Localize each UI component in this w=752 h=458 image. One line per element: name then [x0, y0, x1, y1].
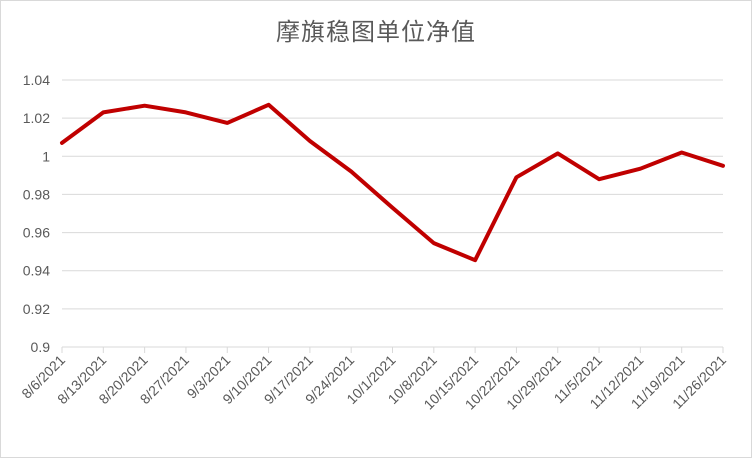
y-tick-label: 0.96	[23, 225, 50, 241]
y-tick-label: 0.92	[23, 301, 50, 317]
y-axis-ticks: 0.9 0.92 0.94 0.96 0.98 1 1.02 1.04	[23, 72, 50, 355]
y-tick-label: 0.98	[23, 186, 50, 202]
gridlines	[62, 79, 723, 310]
y-tick-label: 1.04	[23, 72, 50, 88]
series-line	[60, 102, 725, 263]
y-tick-label: 1.02	[23, 110, 50, 126]
y-tick-label: 0.9	[31, 339, 51, 355]
series-layer	[60, 102, 725, 263]
y-tick-label: 1	[42, 148, 50, 164]
y-tick-label: 0.94	[23, 263, 50, 279]
x-axis-ticks: 8/6/20218/13/20218/20/20218/27/20219/3/2…	[18, 347, 729, 413]
chart-title: 摩旗稳图单位净值	[276, 18, 476, 46]
